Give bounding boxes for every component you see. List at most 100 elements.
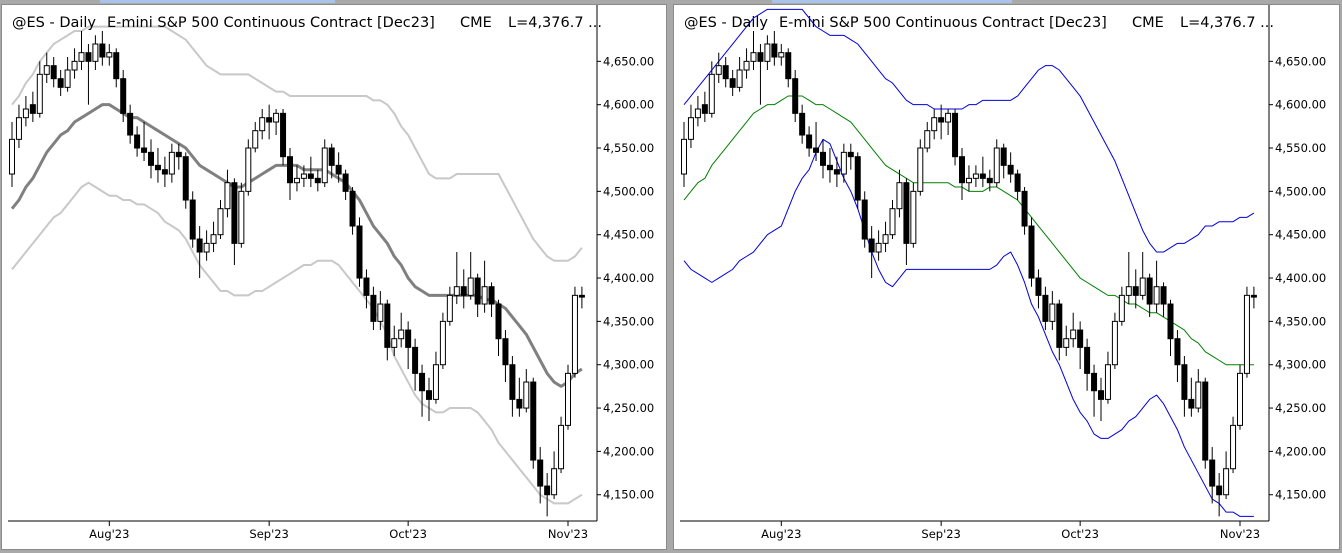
candle-body [71,60,78,71]
candle-body [965,177,972,184]
candle-body [578,294,585,298]
y-tick-label: 4,150.00 [603,488,654,502]
candle-body [29,104,36,114]
candle-body [238,190,245,244]
candle-body [474,277,481,305]
header-exchange: CME [1132,15,1164,31]
candle-body [1237,372,1243,426]
candle-body [854,156,861,201]
candle-body [405,329,412,348]
candle-body [1035,277,1042,296]
candle-body [1098,390,1104,400]
candle-body [259,117,266,132]
y-tick-label: 4,600.00 [603,98,654,112]
x-tick-label: Sep'23 [249,527,288,541]
candle-body [1111,320,1118,366]
candle-body [1104,364,1111,400]
candle-body [847,151,854,158]
y-tick-label: 4,150.00 [1275,488,1326,502]
candle-body [141,147,148,153]
candle-body [22,108,29,119]
candle-body [1160,286,1167,305]
candle-body [161,169,168,175]
candle-body [551,468,558,496]
candle-body [813,147,820,153]
candle-body [1167,303,1174,340]
candle-body [50,65,57,80]
candle-body [92,43,99,62]
candle-body [9,138,15,175]
candle-body [273,112,280,123]
candle-body [509,364,516,400]
panel [1,4,667,550]
candle-body [321,147,328,184]
candle-body [203,242,210,253]
candle-body [896,182,903,210]
candle-body [245,147,252,192]
header-exchange: CME [460,15,492,31]
candle-body [307,173,314,179]
candle-body [1077,329,1084,348]
header-last: L=4,376.7 ... [1180,15,1274,31]
candle-body [134,134,141,149]
candle-body [924,130,931,149]
candle-body [861,199,868,240]
candle-body [687,117,694,140]
y-tick-label: 4,600.00 [1275,98,1326,112]
candle-body [453,286,460,296]
plot-area [681,8,1257,517]
candle-body [1091,372,1098,392]
y-tick-label: 4,400.00 [603,271,654,285]
candle-body [701,104,708,114]
candle-body [252,130,259,149]
y-tick-label: 4,200.00 [603,444,654,458]
indicator-line [11,25,583,262]
candle-body [1139,277,1146,296]
candle-body [15,117,22,140]
candle-body [785,52,792,80]
candle-body [1070,329,1077,340]
candle-body [370,294,377,322]
candle-body [565,372,571,426]
candle-body [736,69,743,88]
x-tick-label: Nov'23 [1220,527,1260,541]
candle-body [530,381,537,461]
candle-body [328,147,335,166]
candle-body [750,52,757,62]
candle-body [231,182,238,244]
candle-body [85,52,92,62]
y-tick-label: 4,300.00 [1275,358,1326,372]
candle-body [1188,398,1195,409]
candle-body [1132,286,1139,296]
tab-strip [772,0,1012,3]
y-tick-label: 4,500.00 [603,184,654,198]
candle-body [1118,294,1125,322]
candle-body [287,156,293,184]
candle-body [377,303,384,322]
y-tick-label: 4,450.00 [603,228,654,242]
candle-body [799,112,806,136]
candle-body [778,52,785,58]
candle-body [972,173,979,179]
y-tick-label: 4,300.00 [603,358,654,372]
y-tick-label: 4,200.00 [1275,444,1326,458]
candle-body [1007,164,1014,175]
candle-body [952,112,959,158]
candle-body [889,208,896,236]
candle-body [938,117,945,123]
chart: 4,150.00 4,200.00 4,250.00 4,300.00 4,350.00… [680,5,1326,541]
candle-body [148,151,154,166]
candle-body [182,156,189,201]
candle-body [342,173,349,192]
candle-body [1243,294,1250,374]
candle-body [708,73,715,114]
candle-body [196,238,203,253]
y-tick-label: 4,350.00 [603,314,654,328]
candle-body [64,69,71,88]
candle-body [681,138,687,175]
candle-body [993,147,1000,184]
y-tick-label: 4,650.00 [1275,54,1326,68]
candle-body [722,65,729,80]
candle-body [1216,485,1223,496]
candle-body [931,117,938,132]
